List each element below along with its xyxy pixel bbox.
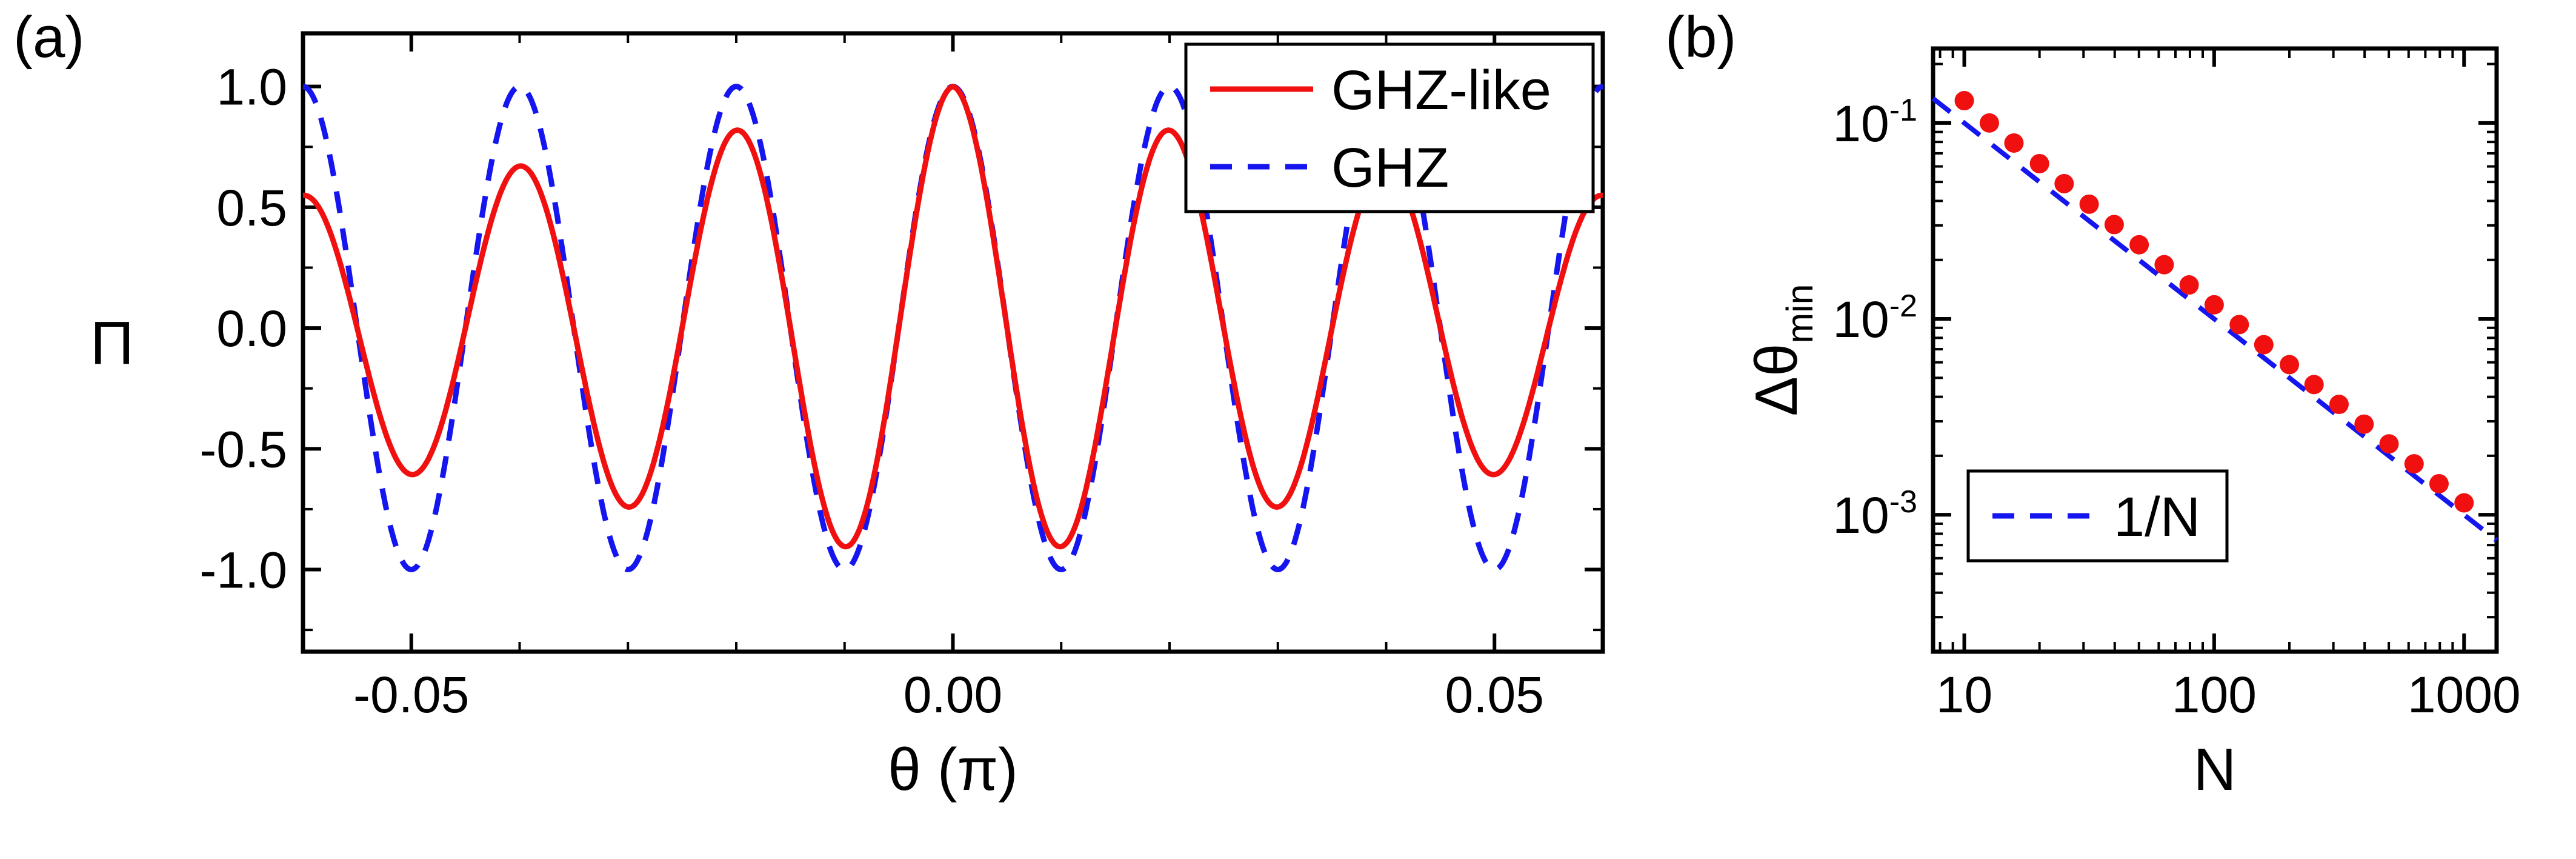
legend-entry-label: 1/N — [2114, 486, 2200, 548]
x-axis-tick-label: 0.05 — [1445, 666, 1545, 723]
series-layer — [1931, 91, 2498, 543]
y-axis-title: Π — [90, 309, 134, 377]
y-axis-tick-label: 10-1 — [1832, 93, 1917, 152]
x-axis-tick-label: 10 — [1936, 666, 1992, 723]
x-axis-tick-label: 1000 — [2408, 666, 2521, 723]
axes-ticks — [1933, 48, 2497, 652]
legend-entry-label: GHZ-like — [1331, 59, 1551, 121]
x-axis-tick-label: 100 — [2172, 666, 2257, 723]
y-axis-tick-label: 0.0 — [216, 300, 287, 357]
y-axis-title: Δθmin — [1743, 284, 1820, 416]
legend-entry-label: GHZ — [1331, 137, 1449, 199]
y-axis-tick-label: 0.5 — [216, 179, 287, 236]
y-axis-tick-label: -0.5 — [199, 421, 287, 478]
x-axis-tick-label: 0.00 — [904, 666, 1003, 723]
panel-a-label: (a) — [13, 5, 85, 70]
x-axis-tick-label: -0.05 — [353, 666, 469, 723]
x-axis-title: θ (π) — [888, 736, 1018, 803]
legend: 1/N — [1966, 469, 2229, 563]
panel-b-label: (b) — [1665, 5, 1737, 70]
y-axis-tick-label: 10-3 — [1832, 484, 1917, 544]
x-axis-title: N — [2194, 736, 2237, 803]
y-axis-tick-label: 10-2 — [1832, 289, 1917, 348]
tick-labels: 10 100 1000 10-1 10-2 10-3 — [1832, 93, 2520, 723]
series--min-data — [1954, 91, 2474, 513]
y-axis-tick-label: 1.0 — [216, 59, 287, 116]
y-axis-tick-label: -1.0 — [199, 542, 287, 599]
legend-box — [1184, 42, 1595, 213]
series-1-n — [1931, 96, 2498, 543]
tick-labels: -0.05 0.00 0.05 -1.0 -0.5 0.0 0.5 1.0 — [199, 59, 1544, 723]
legend: GHZ-like GHZ — [1184, 42, 1595, 213]
